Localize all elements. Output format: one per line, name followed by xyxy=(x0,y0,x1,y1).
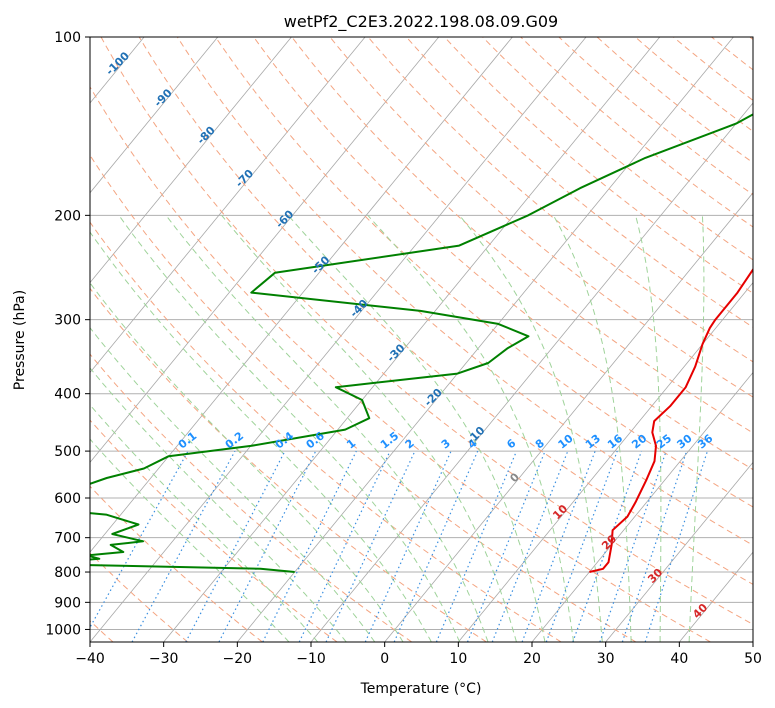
moist-adiabat-line xyxy=(688,215,705,642)
mixing-ratio-line xyxy=(491,450,569,642)
x-tick-label: 50 xyxy=(744,651,762,667)
moist-adiabat-line xyxy=(90,282,404,642)
x-tick-label: 10 xyxy=(449,651,467,667)
moist-adiabat-line xyxy=(90,231,432,642)
data-series xyxy=(90,113,753,573)
mixing-ratio-line xyxy=(131,450,236,642)
dry-adiabat-line xyxy=(176,37,753,546)
dry-adiabat-line xyxy=(253,37,753,471)
x-tick-label: 20 xyxy=(523,651,541,667)
isotherm-line xyxy=(90,37,292,284)
dry-adiabat-line xyxy=(329,37,753,398)
x-tick-label: −10 xyxy=(296,651,326,667)
moist-adiabat-line xyxy=(90,438,290,642)
moist-adiabat-line xyxy=(552,215,632,642)
mixing-ratio-line xyxy=(466,450,546,642)
y-tick-label: 400 xyxy=(54,387,81,403)
isotherm-line xyxy=(458,282,753,642)
moist-adiabat-line xyxy=(635,215,662,642)
dry-adiabat-line xyxy=(291,37,753,434)
x-tick-label: 40 xyxy=(670,651,688,667)
isotherm-line xyxy=(90,37,366,374)
moist-adiabat-line xyxy=(90,404,319,642)
isotherm-line xyxy=(531,371,753,642)
isotherm-line xyxy=(384,192,753,642)
moist-adiabat-line xyxy=(459,214,603,642)
moist-adiabat-line xyxy=(287,214,546,642)
chart-title: wetPf2_C2E3.2022.198.08.09.G09 xyxy=(284,12,558,32)
dry-adiabat-line xyxy=(482,37,753,261)
isotherm-line xyxy=(237,37,734,642)
axis-ticks: −40 −30 −20 −10 0 10 20 30 40 50 100 200 300 400 500 60… xyxy=(45,30,762,667)
mixing-ratio-line xyxy=(621,450,688,642)
y-axis-label: Pressure (hPa) xyxy=(12,290,28,390)
moist-adiabat-line xyxy=(165,214,489,642)
dry-adiabat-line xyxy=(90,287,487,642)
y-tick-label: 100 xyxy=(54,30,81,46)
moist-adiabat-line xyxy=(221,214,517,642)
x-axis-label: Temperature (°C) xyxy=(360,681,482,697)
isotherm-line xyxy=(605,461,753,642)
dry-adiabat-line xyxy=(215,37,753,508)
dry-adiabat-line xyxy=(90,154,637,642)
x-tick-label: 0 xyxy=(380,651,389,667)
x-tick-label: −40 xyxy=(75,651,105,667)
y-tick-label: 1000 xyxy=(45,622,81,638)
moist-adiabat-line xyxy=(90,367,347,642)
plot-frame xyxy=(89,36,754,643)
mixing-ratio-line xyxy=(435,450,518,642)
mixing-ratio-line xyxy=(90,450,189,629)
dry-adiabat-line xyxy=(90,85,711,642)
dry-adiabat-line xyxy=(405,37,753,328)
moist-adiabat-line xyxy=(90,327,376,642)
isotherm-line xyxy=(310,102,753,642)
y-tick-label: 900 xyxy=(54,595,81,611)
dry-adiabat-line xyxy=(90,419,338,642)
moist-adiabat-line xyxy=(118,215,461,642)
dewpoint-profile-line xyxy=(90,113,753,573)
x-tick-label: −20 xyxy=(223,651,253,667)
isotherm-line xyxy=(90,37,440,463)
background-lines xyxy=(90,37,753,642)
isotherm-line xyxy=(90,37,587,642)
y-tick-label: 200 xyxy=(54,208,81,224)
isotherm-line xyxy=(90,37,513,553)
mixing-ratio-line xyxy=(298,450,391,642)
temperature-profile-line xyxy=(589,267,753,573)
y-tick-label: 800 xyxy=(54,565,81,581)
mixing-ratio-line xyxy=(393,450,479,642)
y-tick-label: 600 xyxy=(54,491,81,507)
y-tick-label: 500 xyxy=(54,444,81,460)
dry-adiabat-line xyxy=(444,37,753,294)
y-tick-label: 700 xyxy=(54,531,81,547)
x-tick-label: 30 xyxy=(597,651,615,667)
mixing-ratio-line xyxy=(644,450,709,642)
mixing-ratio-line xyxy=(364,450,452,642)
isotherm-line xyxy=(163,37,661,642)
dry-adiabat-line xyxy=(100,37,753,625)
isotherm-line xyxy=(90,37,219,194)
y-tick-label: 300 xyxy=(54,313,81,329)
x-tick-label: −30 xyxy=(149,651,179,667)
dry-adiabat-line xyxy=(90,221,562,642)
